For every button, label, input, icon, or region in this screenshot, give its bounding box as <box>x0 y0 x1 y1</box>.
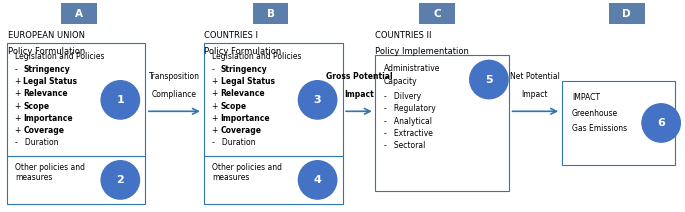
Ellipse shape <box>642 104 680 142</box>
Text: Policy Implementation: Policy Implementation <box>375 47 469 56</box>
Text: Relevance: Relevance <box>221 89 265 98</box>
Text: -   Dilvery: - Dilvery <box>384 92 421 101</box>
Text: Impact: Impact <box>344 90 374 99</box>
Text: Legal Status: Legal Status <box>23 77 77 86</box>
Ellipse shape <box>299 81 337 119</box>
Text: -   Regulatory: - Regulatory <box>384 104 436 113</box>
Ellipse shape <box>101 161 140 199</box>
Text: Legal Status: Legal Status <box>221 77 275 86</box>
Text: Compliance: Compliance <box>151 90 197 99</box>
FancyBboxPatch shape <box>204 43 342 204</box>
FancyBboxPatch shape <box>7 43 145 204</box>
Text: Importance: Importance <box>23 114 73 123</box>
Text: 3: 3 <box>314 95 321 105</box>
Text: +: + <box>15 89 24 98</box>
Text: IMPACT: IMPACT <box>572 93 600 102</box>
Text: +: + <box>15 77 24 86</box>
Text: Capacity: Capacity <box>384 77 417 86</box>
Text: Stringency: Stringency <box>221 65 267 74</box>
Text: +: + <box>212 77 221 86</box>
Ellipse shape <box>470 60 508 99</box>
Text: +: + <box>15 102 24 110</box>
Text: Net Potential: Net Potential <box>510 72 560 81</box>
FancyBboxPatch shape <box>609 3 645 24</box>
Text: B: B <box>266 9 275 19</box>
Text: -   Analytical: - Analytical <box>384 117 432 126</box>
Text: Relevance: Relevance <box>23 89 68 98</box>
Text: 5: 5 <box>485 75 493 85</box>
Text: -   Duration: - Duration <box>15 138 59 147</box>
Text: Policy Formulation: Policy Formulation <box>204 47 282 56</box>
Text: Coverage: Coverage <box>221 126 262 135</box>
Text: Scope: Scope <box>23 102 49 110</box>
Text: Legislation and Policies: Legislation and Policies <box>15 52 105 60</box>
Text: Legislation and Policies: Legislation and Policies <box>212 52 302 60</box>
Text: 2: 2 <box>116 175 124 185</box>
Text: +: + <box>212 126 221 135</box>
FancyBboxPatch shape <box>253 3 288 24</box>
Text: 6: 6 <box>657 118 665 128</box>
Text: Gross Potential: Gross Potential <box>325 72 393 81</box>
Text: 1: 1 <box>116 95 124 105</box>
Text: COUNTRIES II: COUNTRIES II <box>375 31 432 40</box>
Text: Transposition: Transposition <box>149 72 199 81</box>
Text: -: - <box>212 65 217 74</box>
FancyBboxPatch shape <box>562 81 675 165</box>
Text: -: - <box>15 65 20 74</box>
Text: Other policies and
measures: Other policies and measures <box>212 163 282 182</box>
FancyBboxPatch shape <box>61 3 97 24</box>
Text: Scope: Scope <box>221 102 247 110</box>
Text: C: C <box>433 9 441 19</box>
Text: +: + <box>212 89 221 98</box>
FancyBboxPatch shape <box>375 55 509 191</box>
Text: Impact: Impact <box>522 90 548 99</box>
Text: Administrative: Administrative <box>384 64 440 73</box>
Text: Importance: Importance <box>221 114 270 123</box>
Text: Coverage: Coverage <box>23 126 64 135</box>
FancyBboxPatch shape <box>419 3 455 24</box>
Text: 4: 4 <box>314 175 321 185</box>
Text: A: A <box>75 9 83 19</box>
Text: -   Sectoral: - Sectoral <box>384 141 425 150</box>
Text: D: D <box>623 9 631 19</box>
Text: -   Duration: - Duration <box>212 138 256 147</box>
Ellipse shape <box>101 81 140 119</box>
Text: Other policies and
measures: Other policies and measures <box>15 163 85 182</box>
Text: +: + <box>15 126 24 135</box>
Text: Gas Emissions: Gas Emissions <box>572 124 627 133</box>
Ellipse shape <box>299 161 337 199</box>
Text: COUNTRIES I: COUNTRIES I <box>204 31 258 40</box>
Text: +: + <box>15 114 24 123</box>
Text: Stringency: Stringency <box>23 65 70 74</box>
Text: Policy Formulation: Policy Formulation <box>8 47 86 56</box>
Text: -   Extractive: - Extractive <box>384 129 432 138</box>
Text: Greenhouse: Greenhouse <box>572 109 618 117</box>
Text: EUROPEAN UNION: EUROPEAN UNION <box>8 31 85 40</box>
Text: +: + <box>212 102 221 110</box>
Text: +: + <box>212 114 221 123</box>
